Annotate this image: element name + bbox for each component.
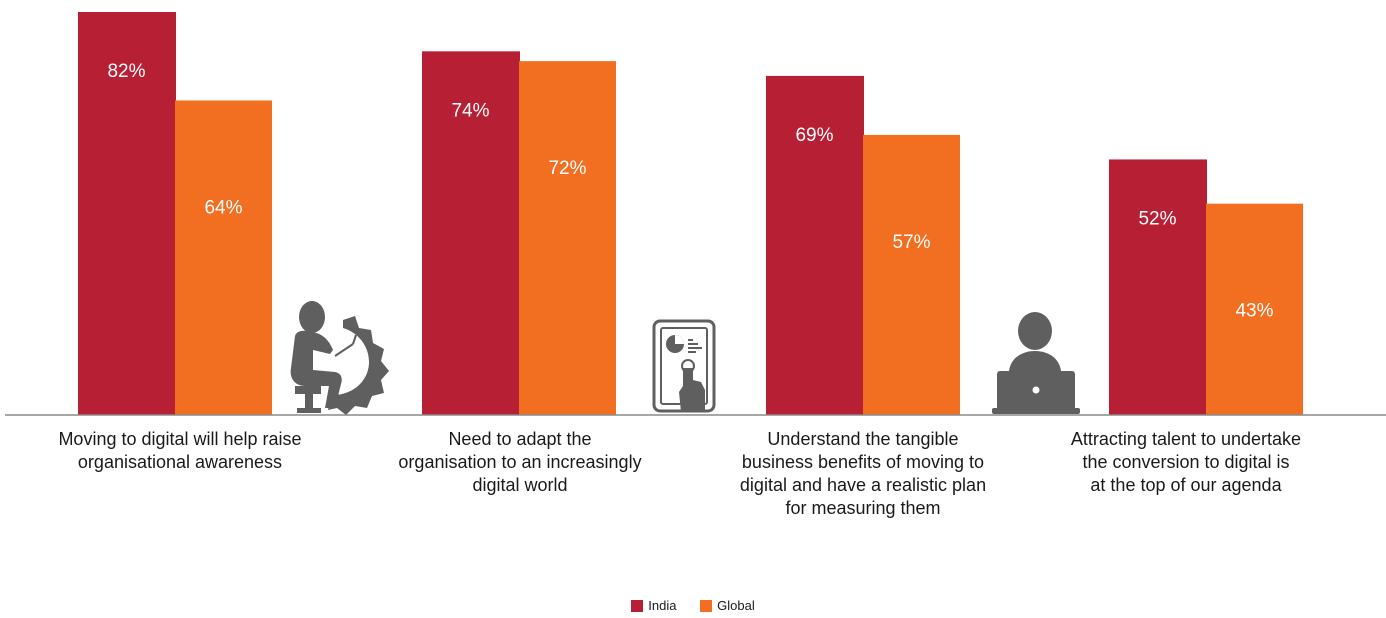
- legend: India Global: [0, 598, 1386, 615]
- tablet-chart-touch-icon: [652, 319, 716, 413]
- category-label-line: digital world: [472, 475, 568, 495]
- category-label-line: for measuring them: [785, 498, 941, 518]
- bar-value-label: 43%: [1235, 301, 1273, 322]
- category-label-line: organisational awareness: [77, 452, 283, 472]
- category-label-line: Understand the tangible: [767, 429, 959, 449]
- legend-item-india: India: [631, 598, 677, 613]
- category-label-line: the conversion to digital is: [1082, 452, 1290, 472]
- bar-value-label: 52%: [1138, 208, 1176, 229]
- bar-india: [766, 75, 864, 415]
- bar-value-label: 64%: [204, 197, 242, 218]
- bar-india: [422, 51, 520, 415]
- category-label: Understand the tangible business benefit…: [713, 428, 1013, 520]
- category-label-line: at the top of our agenda: [1090, 475, 1282, 495]
- bar-labels-group: 82% 74% 69% 52% 64% 72% 57% 43%: [107, 61, 1273, 322]
- legend-swatch-india: [631, 599, 644, 612]
- category-label-line: Attracting talent to undertake: [1070, 429, 1302, 449]
- category-label: Moving to digital will help raise organi…: [30, 428, 330, 474]
- category-label-line: Need to adapt the: [448, 429, 592, 449]
- category-label-line: business benefits of moving to: [741, 452, 985, 472]
- legend-item-global: Global: [700, 598, 755, 613]
- person-gear-laptop-icon: [290, 301, 389, 415]
- bars-group: [78, 12, 1303, 416]
- category-label-line: digital and have a realistic plan: [739, 475, 987, 495]
- legend-label-global: Global: [717, 598, 755, 613]
- category-label: Need to adapt the organisation to an inc…: [370, 428, 670, 497]
- bar-global: [1206, 203, 1303, 415]
- category-label-line: Moving to digital will help raise: [58, 429, 302, 449]
- bar-value-label: 69%: [795, 125, 833, 146]
- bar-value-label: 72%: [548, 158, 586, 179]
- category-label: Attracting talent to undertake the conve…: [1036, 428, 1336, 497]
- legend-label-india: India: [648, 598, 677, 613]
- bar-global: [863, 134, 960, 416]
- bar-india: [78, 12, 176, 415]
- bar-global: [519, 61, 616, 416]
- category-label-line: organisation to an increasingly: [398, 452, 642, 472]
- person-laptop-icon: [992, 312, 1080, 414]
- bar-india: [1109, 159, 1207, 415]
- legend-swatch-global: [700, 599, 713, 612]
- bar-value-label: 74%: [451, 100, 489, 121]
- bar-value-label: 57%: [892, 232, 930, 253]
- bar-value-label: 82%: [107, 61, 145, 82]
- bar-global: [175, 100, 272, 416]
